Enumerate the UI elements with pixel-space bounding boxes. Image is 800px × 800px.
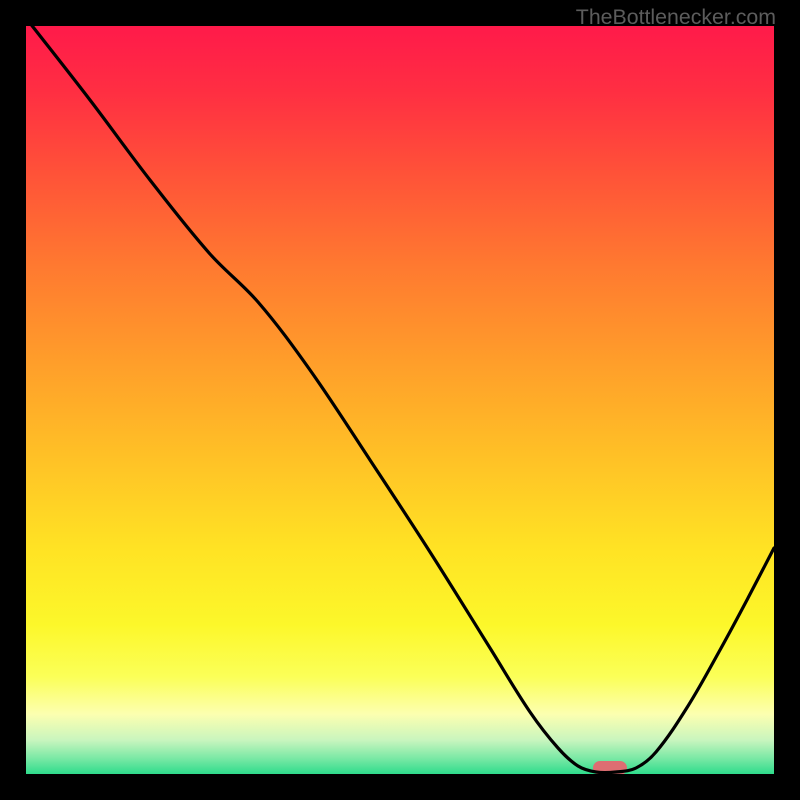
- watermark-text: TheBottlenecker.com: [576, 5, 776, 30]
- optimal-marker: [593, 761, 627, 775]
- gradient-background: [0, 0, 800, 800]
- bottleneck-chart: TheBottlenecker.com: [0, 0, 800, 800]
